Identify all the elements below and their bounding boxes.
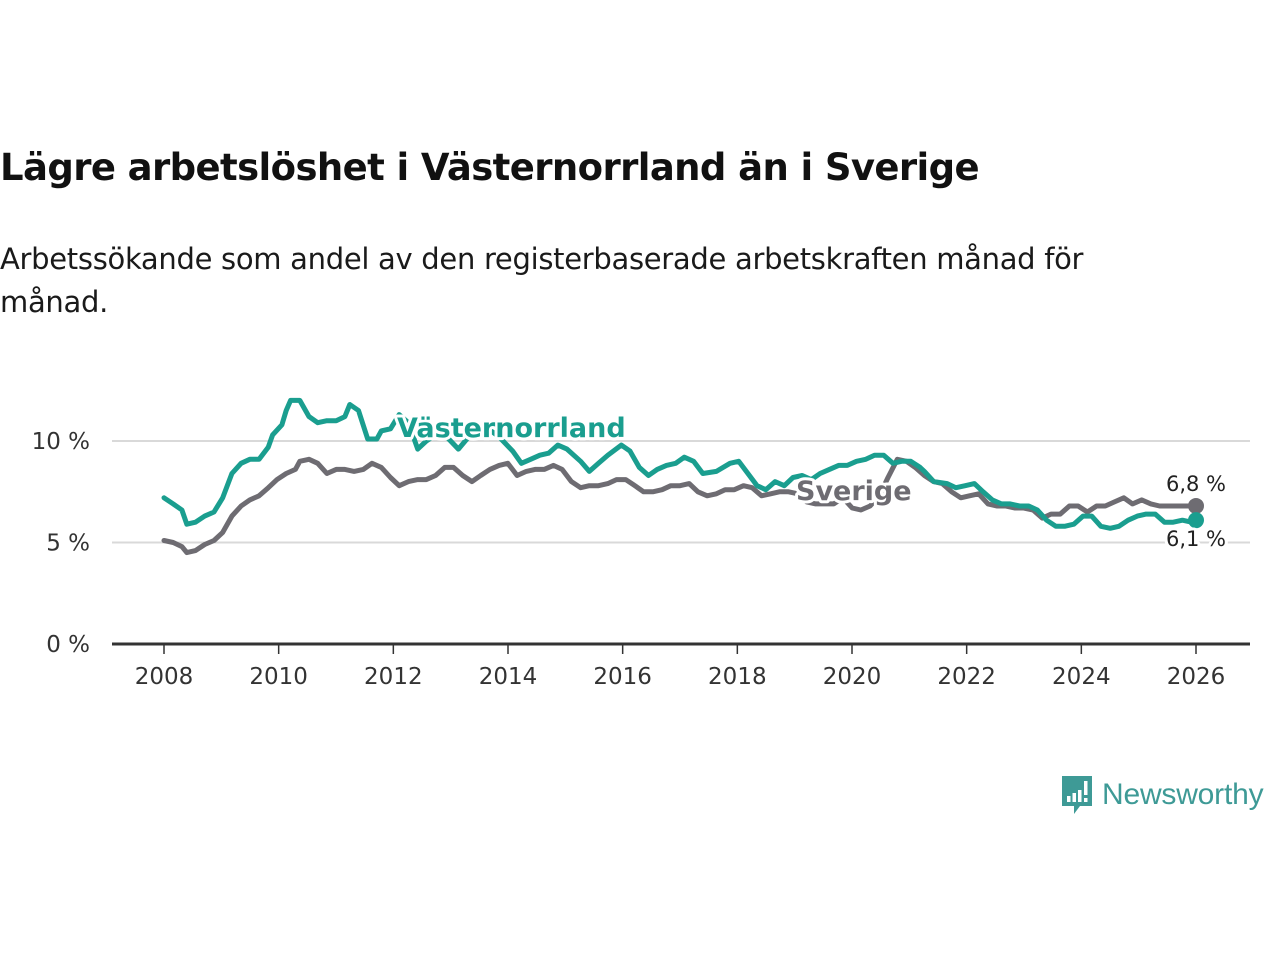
x-tick-label: 2024 (1052, 664, 1111, 690)
y-tick-label: 10 % (32, 429, 90, 455)
end-point-vasternorrland (1188, 512, 1204, 529)
series-line-vasternorrland (161, 397, 1199, 531)
x-tick-label: 2016 (593, 664, 652, 690)
y-axis: 0 % 5 % 10 % (32, 429, 90, 658)
x-tick-label: 2014 (479, 664, 538, 690)
end-label-sverige: 6,8 % (1166, 472, 1226, 496)
x-tick-label: 2022 (937, 664, 996, 690)
series-lines (161, 397, 1204, 556)
y-tick-label: 5 % (46, 531, 90, 557)
x-tick-label: 2008 (135, 664, 194, 690)
y-tick-label: 0 % (46, 632, 90, 658)
x-tick-label: 2026 (1167, 664, 1226, 690)
x-tick-label: 2010 (249, 664, 308, 690)
newsworthy-logo-text: Newsworthy (1102, 778, 1264, 811)
x-tick-label: 2020 (823, 664, 882, 690)
gridlines (112, 440, 1250, 544)
chart-subtitle: Arbetssökande som andel av den registerb… (0, 242, 1084, 319)
series-label-sverige-halo: Sverige (796, 476, 912, 507)
series-label-vasternorrland-halo: Västernorrland (397, 413, 626, 444)
newsworthy-logo-icon (1062, 776, 1092, 814)
newsworthy-logo: Newsworthy (1060, 774, 1264, 816)
chart-title: Lägre arbetslöshet i Västernorrland än i… (0, 146, 980, 189)
end-label-sverige-halo: 6,8 % (1166, 472, 1226, 496)
x-tick-label: 2018 (708, 664, 767, 690)
series-label-sverige: Sverige (796, 476, 912, 507)
end-point-sverige (1188, 497, 1204, 514)
series-line-sverige (161, 456, 1199, 556)
series-label-vasternorrland: Västernorrland (397, 413, 626, 444)
end-label-vasternorrland-halo: 6,1 % (1166, 527, 1226, 551)
series-labels: VästernorrlandVästernorrlandSverigeSveri… (394, 410, 1229, 554)
x-tick-label: 2012 (364, 664, 423, 690)
end-label-vasternorrland: 6,1 % (1166, 527, 1226, 551)
x-axis: 2008 2010 2012 2014 2016 2018 2020 2022 2024 2026 (112, 642, 1250, 690)
